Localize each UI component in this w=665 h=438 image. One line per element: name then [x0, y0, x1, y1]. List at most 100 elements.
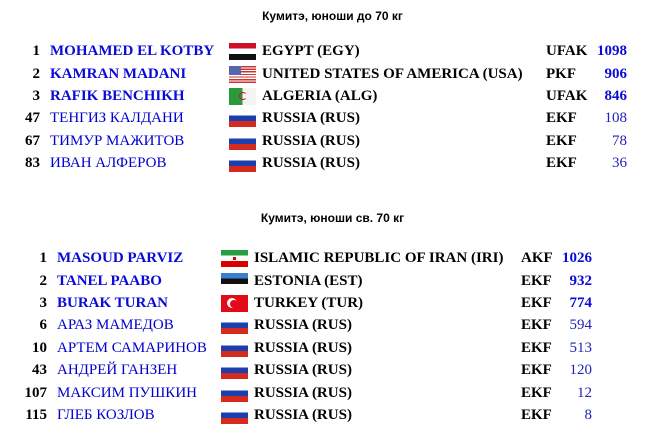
country: RUSSIA (RUS) — [262, 132, 360, 149]
country: ISLAMIC REPUBLIC OF IRAN (IRI) — [254, 250, 504, 267]
club: UFAK — [546, 87, 588, 104]
table-row: 1 MOHAMED EL KOTBY EGYPT (EGY) UFAK 1098 — [18, 40, 627, 62]
table-row: 1 MASOUD PARVIZ ISLAMIC REPUBLIC OF IRAN (… — [18, 247, 592, 269]
flag-cell — [229, 107, 259, 129]
section-title: Кумитэ, юноши св. 70 кг — [260, 211, 405, 225]
flag-cell — [229, 152, 259, 174]
points-link[interactable]: 1098 — [597, 43, 627, 60]
russia-flag-icon — [221, 339, 248, 357]
points-link[interactable]: 36 — [612, 155, 627, 172]
club: EKF — [521, 339, 552, 356]
rank: 3 — [39, 294, 48, 311]
points-link[interactable]: 932 — [569, 272, 593, 289]
rank: 83 — [25, 155, 40, 172]
rank: 2 — [32, 65, 41, 82]
results-table: 1 MOHAMED EL KOTBY EGYPT (EGY) UFAK 1098 2 KAM… — [18, 40, 627, 174]
rank: 10 — [32, 339, 47, 356]
rank: 47 — [25, 110, 40, 127]
athlete-name-link[interactable]: KAMRAN MADANI — [50, 65, 187, 82]
country: RUSSIA (RUS) — [262, 155, 360, 172]
russia-flag-icon — [229, 110, 256, 128]
athlete-name-link[interactable]: ГЛЕБ КОЗЛОВ — [57, 406, 155, 423]
country: ALGERIA (ALG) — [262, 87, 378, 104]
section-title: Кумитэ, юноши до 70 кг — [262, 9, 403, 23]
athlete-name-link[interactable]: RAFIK BENCHIKH — [50, 87, 185, 104]
club: EKF — [521, 317, 552, 334]
points-link[interactable]: 1026 — [562, 250, 592, 267]
table-row: 6 АРАЗ МАМЕДОВ RUSSIA (RUS) EKF 594 — [18, 314, 592, 336]
club: UFAK — [546, 43, 588, 60]
table-row: 10 АРТЕМ САМАРИНОВ RUSSIA (RUS) EKF 513 — [18, 337, 592, 359]
club: EKF — [521, 384, 552, 401]
flag-cell — [229, 85, 259, 107]
table-row: 2 KAMRAN MADANI UNITED STATES OF AMERICA (… — [18, 62, 627, 84]
russia-flag-icon — [221, 362, 248, 380]
country: RUSSIA (RUS) — [254, 384, 352, 401]
points-link[interactable]: 594 — [569, 317, 593, 334]
country: ESTONIA (EST) — [254, 272, 363, 289]
points-link[interactable]: 12 — [577, 384, 592, 401]
points-link[interactable]: 108 — [604, 110, 628, 127]
russia-flag-icon — [221, 384, 248, 402]
turkey-flag-icon — [221, 295, 248, 313]
flag-cell — [221, 381, 251, 403]
athlete-name-link[interactable]: АРТЕМ САМАРИНОВ — [57, 339, 207, 356]
club: EKF — [521, 362, 552, 379]
rank: 3 — [32, 87, 41, 104]
table-row: 3 BURAK TURAN TURKEY (TUR) EKF 774 — [18, 292, 592, 314]
egypt-flag-icon — [229, 43, 256, 61]
athlete-name-link[interactable]: TANEL PAABO — [57, 272, 162, 289]
points-link[interactable]: 8 — [584, 406, 593, 423]
rank: 1 — [39, 250, 48, 267]
country: RUSSIA (RUS) — [254, 406, 352, 423]
athlete-name-link[interactable]: МАКСИМ ПУШКИН — [57, 384, 197, 401]
athlete-name-link[interactable]: АНДРЕЙ ГАНЗЕН — [57, 362, 178, 379]
flag-cell — [221, 337, 251, 359]
flag-cell — [229, 130, 259, 152]
country: TURKEY (TUR) — [254, 294, 364, 311]
athlete-name-link[interactable]: BURAK TURAN — [57, 294, 168, 311]
points-link[interactable]: 906 — [604, 65, 628, 82]
athlete-name-link[interactable]: MASOUD PARVIZ — [57, 250, 184, 267]
flag-cell — [229, 40, 259, 62]
club: PKF — [546, 65, 576, 82]
country: RUSSIA (RUS) — [262, 110, 360, 127]
russia-flag-icon — [229, 132, 256, 150]
table-row: 67 ТИМУР МАЖИТОВ RUSSIA (RUS) EKF 78 — [18, 130, 627, 152]
athlete-name-link[interactable]: ИВАН АЛФЕРОВ — [50, 155, 167, 172]
rank: 2 — [39, 272, 48, 289]
club: EKF — [546, 155, 577, 172]
country: UNITED STATES OF AMERICA (USA) — [262, 65, 523, 82]
russia-flag-icon — [221, 406, 248, 424]
algeria-flag-icon — [229, 88, 256, 106]
rank: 67 — [25, 132, 40, 149]
club: EKF — [521, 272, 552, 289]
rank: 1 — [32, 43, 41, 60]
iran-flag-icon — [221, 250, 248, 268]
flag-cell — [221, 247, 251, 269]
points-link[interactable]: 774 — [569, 294, 593, 311]
athlete-name-link[interactable]: ТЕНГИЗ КАЛДАНИ — [50, 110, 184, 127]
points-link[interactable]: 78 — [612, 132, 627, 149]
flag-cell — [221, 269, 251, 291]
russia-flag-icon — [221, 317, 248, 335]
athlete-name-link[interactable]: MOHAMED EL KOTBY — [50, 43, 215, 60]
club: EKF — [546, 132, 577, 149]
table-row: 115 ГЛЕБ КОЗЛОВ RUSSIA (RUS) EKF 8 — [18, 404, 592, 426]
points-link[interactable]: 846 — [604, 87, 628, 104]
club: EKF — [546, 110, 577, 127]
club: EKF — [521, 294, 552, 311]
rank: 43 — [32, 362, 47, 379]
flag-cell — [221, 359, 251, 381]
points-link[interactable]: 120 — [569, 362, 593, 379]
athlete-name-link[interactable]: ТИМУР МАЖИТОВ — [50, 132, 185, 149]
table-row: 83 ИВАН АЛФЕРОВ RUSSIA (RUS) EKF 36 — [18, 152, 627, 174]
table-row: 43 АНДРЕЙ ГАНЗЕН RUSSIA (RUS) EKF 120 — [18, 359, 592, 381]
club: EKF — [521, 406, 552, 423]
athlete-name-link[interactable]: АРАЗ МАМЕДОВ — [57, 317, 174, 334]
club: AKF — [521, 250, 553, 267]
points-link[interactable]: 513 — [569, 339, 593, 356]
russia-flag-icon — [229, 155, 256, 173]
country: RUSSIA (RUS) — [254, 317, 352, 334]
table-row: 107 МАКСИМ ПУШКИН RUSSIA (RUS) EKF 12 — [18, 381, 592, 403]
